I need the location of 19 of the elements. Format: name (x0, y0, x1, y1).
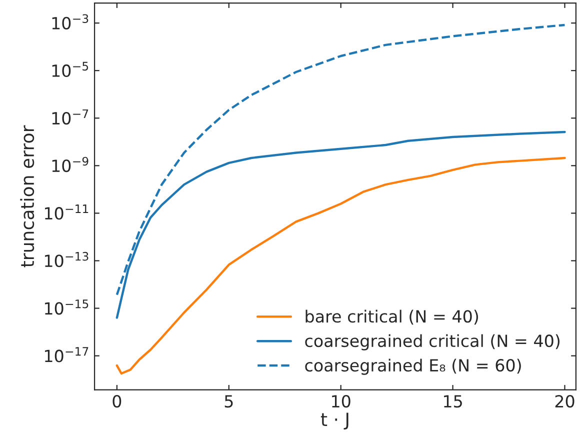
y-tick-label: 10$^{−9}$ (52, 156, 88, 172)
legend-label: coarsegrained critical (N = 40) (305, 334, 560, 350)
y-tick-label: 10$^{−3}$ (52, 14, 88, 30)
x-tick-label: 5 (224, 395, 233, 408)
x-tick-label: 0 (112, 394, 122, 408)
y-tick-label: 10$^{−15}$ (45, 300, 88, 315)
y-tick-label: 10$^{−17}$ (45, 347, 88, 362)
x-tick-label: 15 (444, 395, 462, 408)
line-series (116, 156, 566, 375)
x-axis-title: t · J (320, 412, 348, 430)
x-tick-label: 20 (555, 394, 574, 408)
legend-label: bare critical (N = 40) (306, 310, 478, 325)
y-axis-title: truncation error (20, 125, 34, 268)
x-tick-label: 10 (332, 394, 350, 408)
y-tick-label: 10$^{−5}$ (52, 62, 88, 78)
y-tick-label: 10$^{−7}$ (52, 109, 88, 125)
y-tick-label: 10$^{−11}$ (45, 204, 88, 220)
y-tick-label: 10$^{−13}$ (45, 252, 88, 268)
legend-label: coarsegrained E₈ (N = 60) (305, 358, 521, 375)
